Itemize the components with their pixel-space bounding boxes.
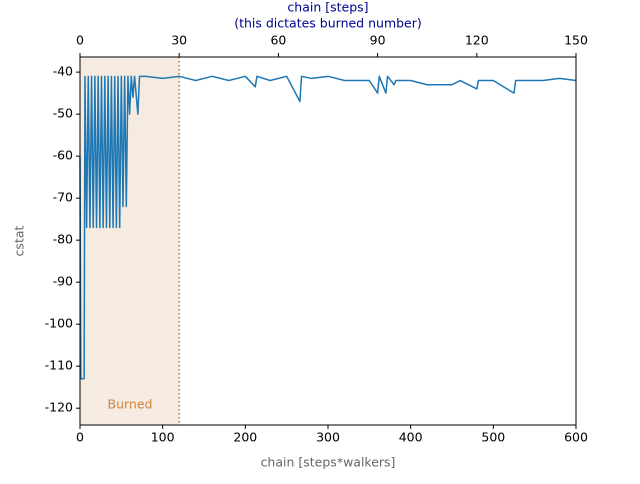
y-label: cstat [12, 225, 27, 256]
y-tick-label: -100 [45, 316, 73, 331]
x-tick-label: 200 [233, 430, 257, 445]
x-label: chain [steps*walkers] [261, 455, 396, 470]
x2-tick-label: 120 [465, 33, 489, 48]
x-tick-label: 100 [151, 430, 175, 445]
x2-label: (this dictates burned number) [234, 16, 422, 31]
x-tick-label: 0 [76, 430, 84, 445]
y-tick-label: -50 [53, 106, 73, 121]
x2-tick-label: 0 [76, 33, 84, 48]
x2-label: chain [steps] [287, 0, 368, 15]
x2-tick-label: 60 [270, 33, 286, 48]
x-tick-label: 300 [316, 430, 340, 445]
data-line [79, 75, 577, 380]
y-tick-label: -110 [45, 358, 73, 373]
axes-frame [79, 56, 577, 426]
x2-tick-label: 30 [171, 33, 187, 48]
x2-tick-label: 90 [370, 33, 386, 48]
y-tick-label: -80 [53, 232, 73, 247]
burned-region [80, 57, 180, 425]
x-tick-label: 400 [399, 430, 423, 445]
y-tick-label: -70 [53, 190, 73, 205]
x-tick-label: 600 [564, 430, 588, 445]
x-tick-label: 500 [481, 430, 505, 445]
burned-annotation: Burned [108, 397, 153, 412]
y-tick-label: -120 [45, 400, 73, 415]
y-tick-label: -90 [53, 274, 73, 289]
y-tick-label: -40 [53, 64, 73, 79]
y-tick-label: -60 [53, 148, 73, 163]
x2-tick-label: 150 [564, 33, 588, 48]
